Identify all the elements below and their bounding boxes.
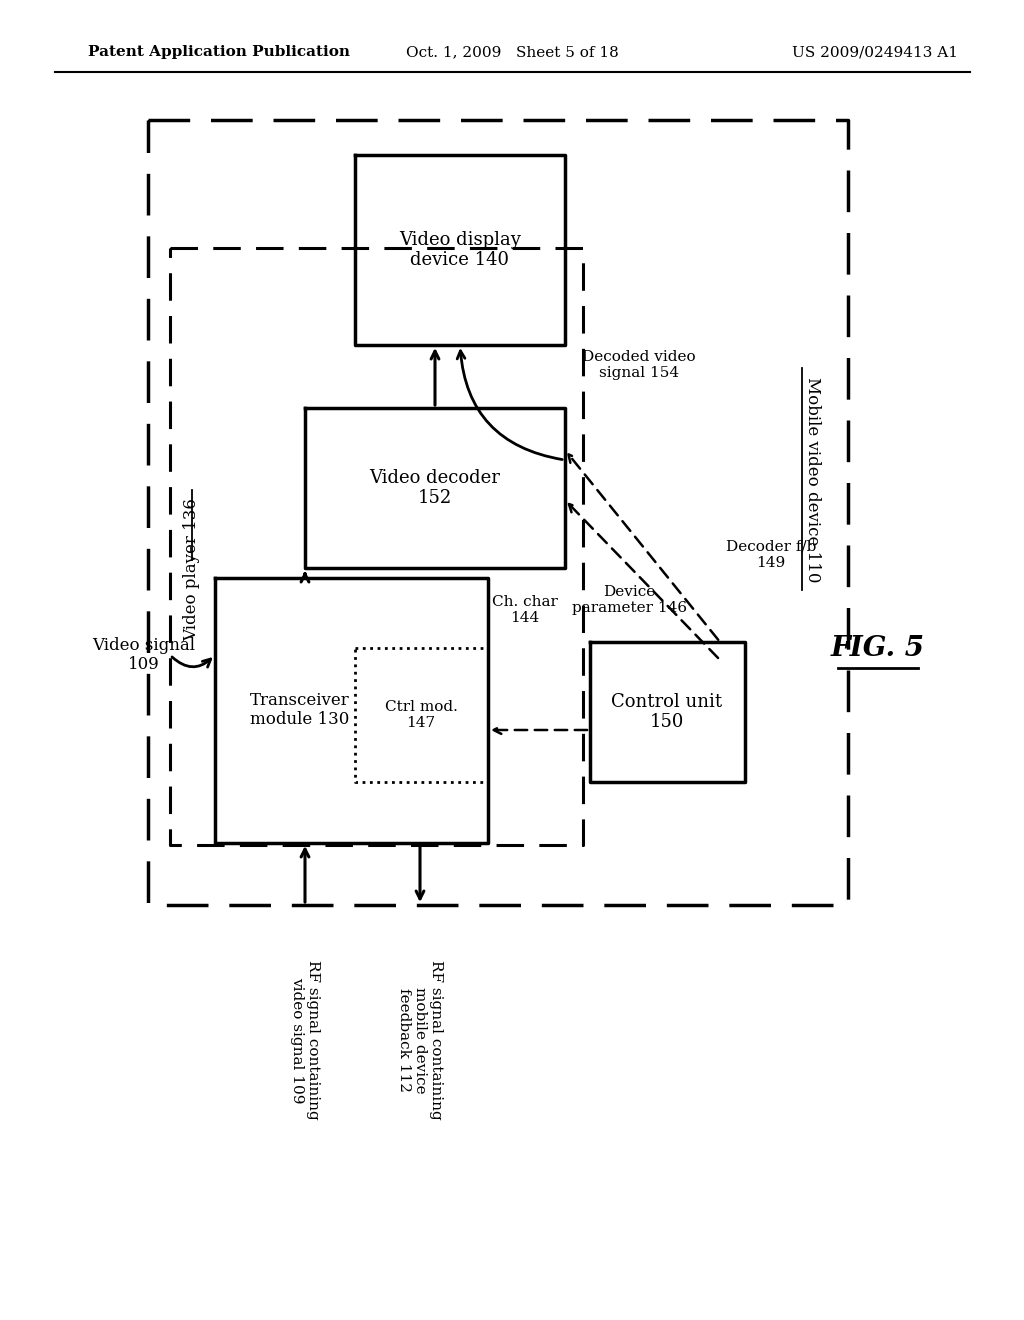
Text: Device
parameter 146: Device parameter 146 bbox=[572, 585, 687, 615]
Text: Video signal
109: Video signal 109 bbox=[92, 636, 195, 673]
Text: Video decoder
152: Video decoder 152 bbox=[370, 469, 501, 507]
Text: RF signal containing
mobile device
feedback 112: RF signal containing mobile device feedb… bbox=[397, 960, 443, 1119]
Text: Transceiver
module 130: Transceiver module 130 bbox=[250, 692, 350, 729]
Text: Mobile video device 110: Mobile video device 110 bbox=[804, 378, 820, 582]
Text: Video display
device 140: Video display device 140 bbox=[399, 231, 521, 269]
Text: FIG. 5: FIG. 5 bbox=[831, 635, 925, 661]
Text: RF signal containing
video signal 109: RF signal containing video signal 109 bbox=[290, 960, 321, 1119]
Text: Ctrl mod.
147: Ctrl mod. 147 bbox=[385, 700, 458, 730]
Text: Ch. char
144: Ch. char 144 bbox=[492, 595, 558, 626]
Text: Oct. 1, 2009   Sheet 5 of 18: Oct. 1, 2009 Sheet 5 of 18 bbox=[406, 45, 618, 59]
Text: Video player 136: Video player 136 bbox=[183, 499, 200, 642]
Text: US 2009/0249413 A1: US 2009/0249413 A1 bbox=[792, 45, 958, 59]
Text: Control unit
150: Control unit 150 bbox=[611, 693, 723, 731]
Text: Decoded video
signal 154: Decoded video signal 154 bbox=[582, 350, 695, 380]
Text: Decoder f/b
149: Decoder f/b 149 bbox=[726, 540, 816, 570]
Text: Patent Application Publication: Patent Application Publication bbox=[88, 45, 350, 59]
